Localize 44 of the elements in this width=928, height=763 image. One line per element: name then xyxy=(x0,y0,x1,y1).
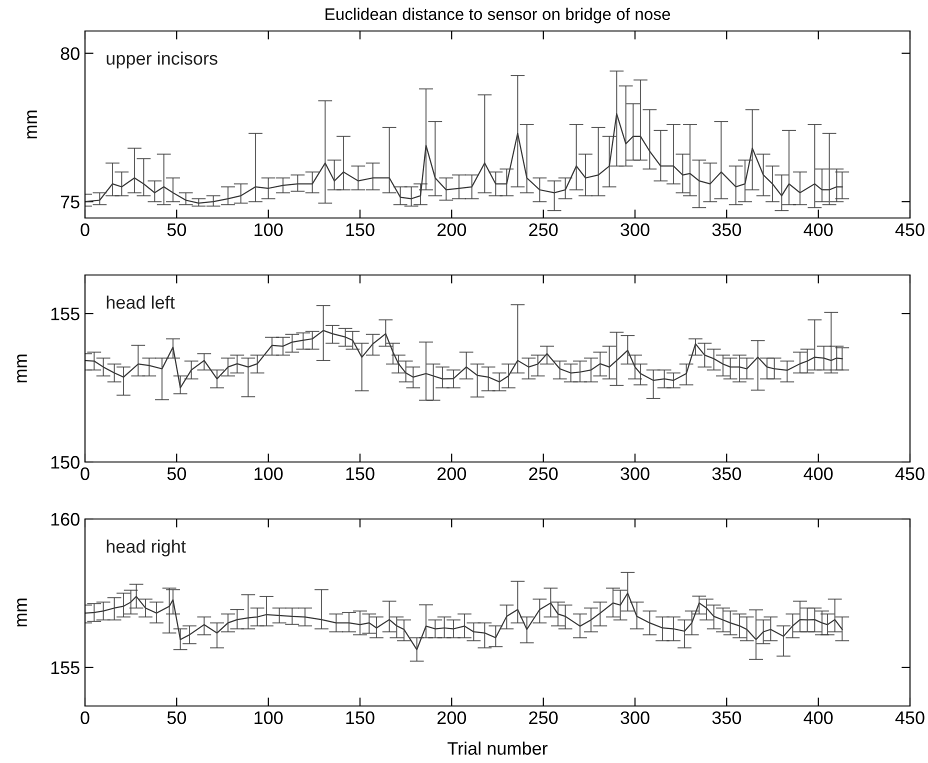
y-axis-title: mm xyxy=(27,110,37,138)
x-tick-label: 100 xyxy=(254,711,283,724)
y-tick-label: 155 xyxy=(51,662,80,674)
x-axis-title: Trial number xyxy=(448,742,548,755)
x-tick-label: 150 xyxy=(346,711,374,724)
x-tick-label: 450 xyxy=(895,223,924,236)
x-tick-label: 250 xyxy=(529,223,558,236)
x-tick-label: 400 xyxy=(804,711,833,724)
x-tick-label: 450 xyxy=(895,711,924,724)
x-tick-label: 200 xyxy=(438,467,466,480)
y-axis-title: mm xyxy=(17,354,27,382)
y-tick-label: 155 xyxy=(51,308,80,320)
x-tick-label: 50 xyxy=(167,467,186,480)
x-tick-label: 0 xyxy=(80,711,90,724)
x-tick-label: 50 xyxy=(167,223,186,236)
x-tick-label: 300 xyxy=(620,223,650,236)
x-tick-label: 250 xyxy=(529,467,558,480)
y-axis-title: mm xyxy=(17,598,27,626)
x-tick-label: 350 xyxy=(712,223,742,236)
x-tick-label: 300 xyxy=(620,711,650,724)
x-tick-label: 300 xyxy=(620,467,650,480)
x-tick-label: 50 xyxy=(167,711,186,724)
x-tick-label: 450 xyxy=(895,467,924,480)
x-tick-label: 200 xyxy=(438,711,466,724)
annotation: head left xyxy=(106,296,175,309)
x-tick-label: 100 xyxy=(254,223,283,236)
x-tick-label: 350 xyxy=(712,467,742,480)
chart-title: Euclidean distance to sensor on bridge of nose xyxy=(326,8,670,24)
x-tick-label: 150 xyxy=(346,467,374,480)
x-tick-label: 100 xyxy=(254,467,283,480)
x-tick-label: 150 xyxy=(346,223,374,236)
x-tick-label: 0 xyxy=(80,223,90,236)
x-tick-label: 400 xyxy=(804,223,833,236)
x-tick-label: 350 xyxy=(712,711,742,724)
x-tick-label: 250 xyxy=(529,711,558,724)
x-tick-label: 0 xyxy=(80,467,90,480)
x-tick-label: 200 xyxy=(438,223,466,236)
annotation: upper incisors xyxy=(106,52,218,68)
y-tick-label: 160 xyxy=(51,512,80,526)
annotation: head right xyxy=(106,540,186,556)
y-tick-label: 80 xyxy=(60,47,80,60)
x-tick-label: 400 xyxy=(804,467,833,480)
y-tick-label: 75 xyxy=(60,196,80,208)
y-tick-label: 150 xyxy=(51,456,80,469)
